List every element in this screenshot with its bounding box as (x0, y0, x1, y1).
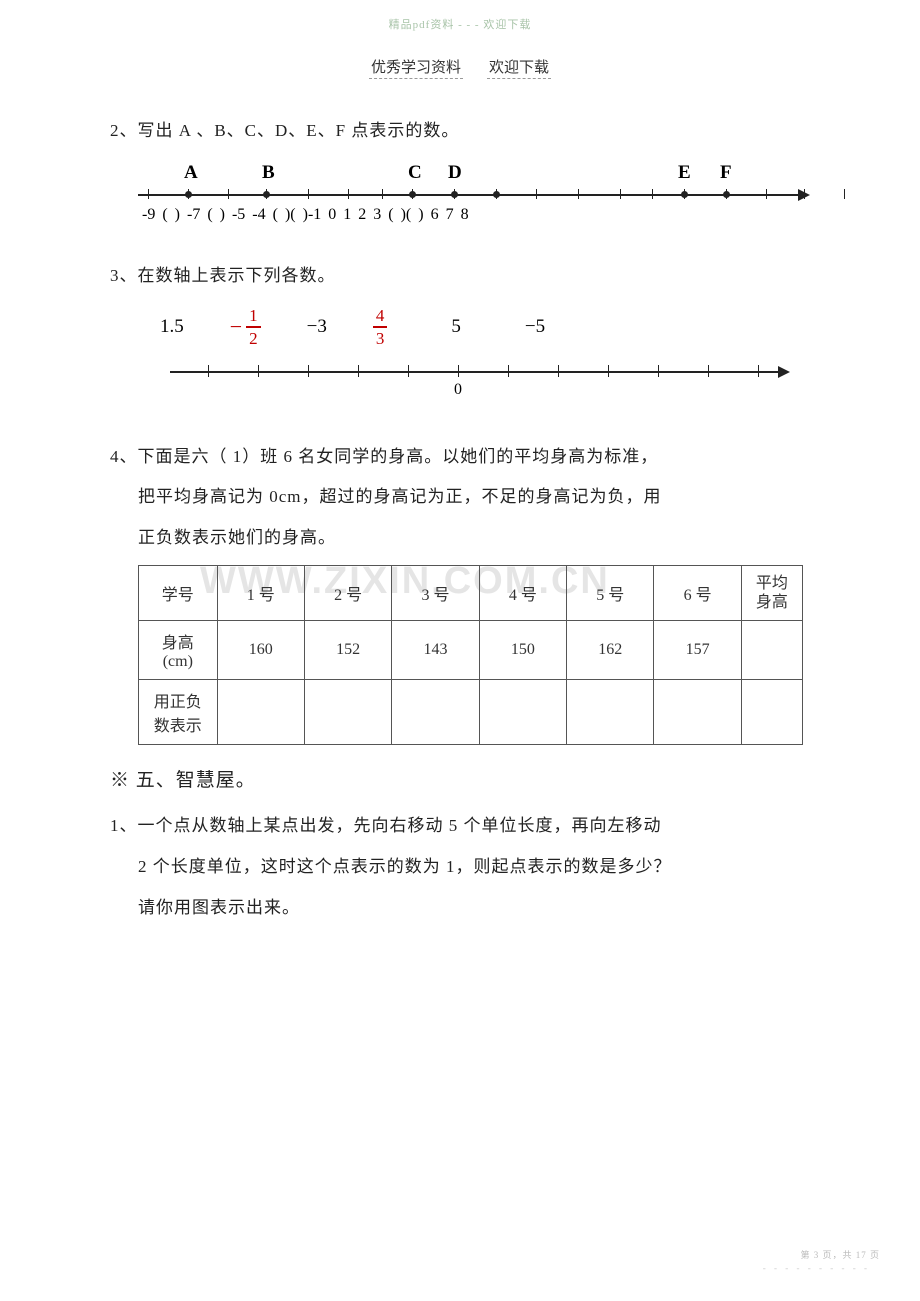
number-line-1-labels: -9 ( ) -7 ( ) -5 -4 ( )( )-1 0 1 2 3 ( )… (138, 204, 810, 226)
table-cell (479, 680, 566, 745)
tick (652, 189, 653, 199)
axis-letter: D (448, 162, 462, 184)
question-3: 3、在数轴上表示下列各数。 (110, 256, 810, 297)
table-cell (567, 680, 654, 745)
tick (348, 189, 349, 199)
footer-dashes: - - - - - - - - - - (763, 1263, 870, 1273)
point-dot (723, 191, 730, 198)
point-dot (493, 191, 500, 198)
numerator: 4 (373, 307, 388, 324)
question-5-line2: 2 个长度单位，这时这个点表示的数为 1，则起点表示的数是多少？ (110, 847, 810, 888)
denominator: 3 (373, 330, 388, 347)
table-cell: 152 (304, 621, 391, 680)
number-line-1: A B C D E F -9 ( ) -7 ( ) -5 -4 ( )( )-1 0 1 … (138, 162, 810, 232)
axis-letter: E (678, 162, 691, 184)
tick (308, 189, 309, 199)
table-header: 学号 (139, 565, 218, 620)
axis-letter: B (262, 162, 275, 184)
value-four-thirds: 43 (373, 307, 388, 347)
axis-letter: C (408, 162, 422, 184)
tick (408, 365, 409, 377)
question-4-line1: 4、下面是六（ 1）班 6 名女同学的身高。以她们的平均身高为标准， (110, 437, 810, 478)
axis-line (170, 371, 780, 373)
point-dot (263, 191, 270, 198)
table-header: 1 号 (217, 565, 304, 620)
tick (620, 189, 621, 199)
arrow-icon (778, 366, 790, 378)
point-dot (409, 191, 416, 198)
numerator: 1 (246, 307, 261, 324)
value-neg-half: − 12 (230, 307, 261, 347)
table-cell: 143 (392, 621, 479, 680)
tick (608, 365, 609, 377)
question-5-line3: 请你用图表示出来。 (110, 888, 810, 929)
table-cell (741, 621, 802, 680)
fraction-values-row: 1.5 − 12 −3 43 5 −5 (160, 307, 810, 347)
tick (228, 189, 229, 199)
page-footer: 第 3 页，共 17 页 (800, 1248, 880, 1261)
tick (578, 189, 579, 199)
table-cell (392, 680, 479, 745)
subtitle-right: 欢迎下载 (487, 60, 551, 79)
question-2: 2、写出 A 、B、C、D、E、F 点表示的数。 (110, 111, 810, 152)
axis-labels: -9 ( ) -7 ( ) -5 -4 ( )( )-1 0 1 2 3 ( )… (142, 206, 469, 224)
tick (536, 189, 537, 199)
row-label: 身高(cm) (139, 621, 218, 680)
tick (658, 365, 659, 377)
value-1: 1.5 (160, 316, 184, 338)
subtitle: 优秀学习资料 欢迎下载 (110, 56, 810, 77)
table-cell (217, 680, 304, 745)
table-header: 2 号 (304, 565, 391, 620)
tick (766, 189, 767, 199)
zero-label: 0 (454, 381, 462, 399)
denominator: 2 (246, 330, 261, 347)
table-header: 6 号 (654, 565, 741, 620)
table-header: 5 号 (567, 565, 654, 620)
page-content: 精品pdf资料 - - - 欢迎下载 优秀学习资料 欢迎下载 2、写出 A 、B、… (0, 0, 920, 929)
tick (508, 365, 509, 377)
axis-letter: F (720, 162, 732, 184)
tick (358, 365, 359, 377)
table-header: 4 号 (479, 565, 566, 620)
top-watermark: 精品pdf资料 - - - 欢迎下载 (110, 16, 810, 32)
tick (258, 365, 259, 377)
tick (758, 365, 759, 377)
table-cell: 150 (479, 621, 566, 680)
tick (708, 365, 709, 377)
subtitle-left: 优秀学习资料 (369, 60, 463, 79)
value-5: 5 (451, 316, 461, 338)
question-5-line1: 1、一个点从数轴上某点出发，先向右移动 5 个单位长度，再向左移动 (110, 806, 810, 847)
axis-line (138, 194, 800, 196)
section-5-title: ※ 五、智慧屋。 (110, 765, 810, 792)
tick (458, 365, 459, 377)
question-4-line2: 把平均身高记为 0cm，超过的身高记为正，不足的身高记为负，用 (110, 477, 810, 518)
table-cell (741, 680, 802, 745)
question-4-line3: 正负数表示她们的身高。 (110, 518, 810, 559)
axis-letter: A (184, 162, 198, 184)
number-line-2: 0 (170, 361, 790, 407)
tick (308, 365, 309, 377)
point-dot (681, 191, 688, 198)
point-dot (451, 191, 458, 198)
table-cell (304, 680, 391, 745)
tick (208, 365, 209, 377)
table-header: 平均身高 (741, 565, 802, 620)
row-label: 用正负数表示 (139, 680, 218, 745)
height-table: 学号1 号2 号3 号4 号5 号6 号平均身高 身高(cm)160152143… (138, 565, 803, 745)
tick (382, 189, 383, 199)
table-cell: 160 (217, 621, 304, 680)
table-header: 3 号 (392, 565, 479, 620)
value-neg3: −3 (307, 316, 327, 338)
tick (558, 365, 559, 377)
table-cell: 162 (567, 621, 654, 680)
point-dot (185, 191, 192, 198)
table-cell: 157 (654, 621, 741, 680)
value-neg5: −5 (525, 316, 545, 338)
tick (804, 189, 805, 199)
tick (148, 189, 149, 199)
table-cell (654, 680, 741, 745)
tick (844, 189, 845, 199)
